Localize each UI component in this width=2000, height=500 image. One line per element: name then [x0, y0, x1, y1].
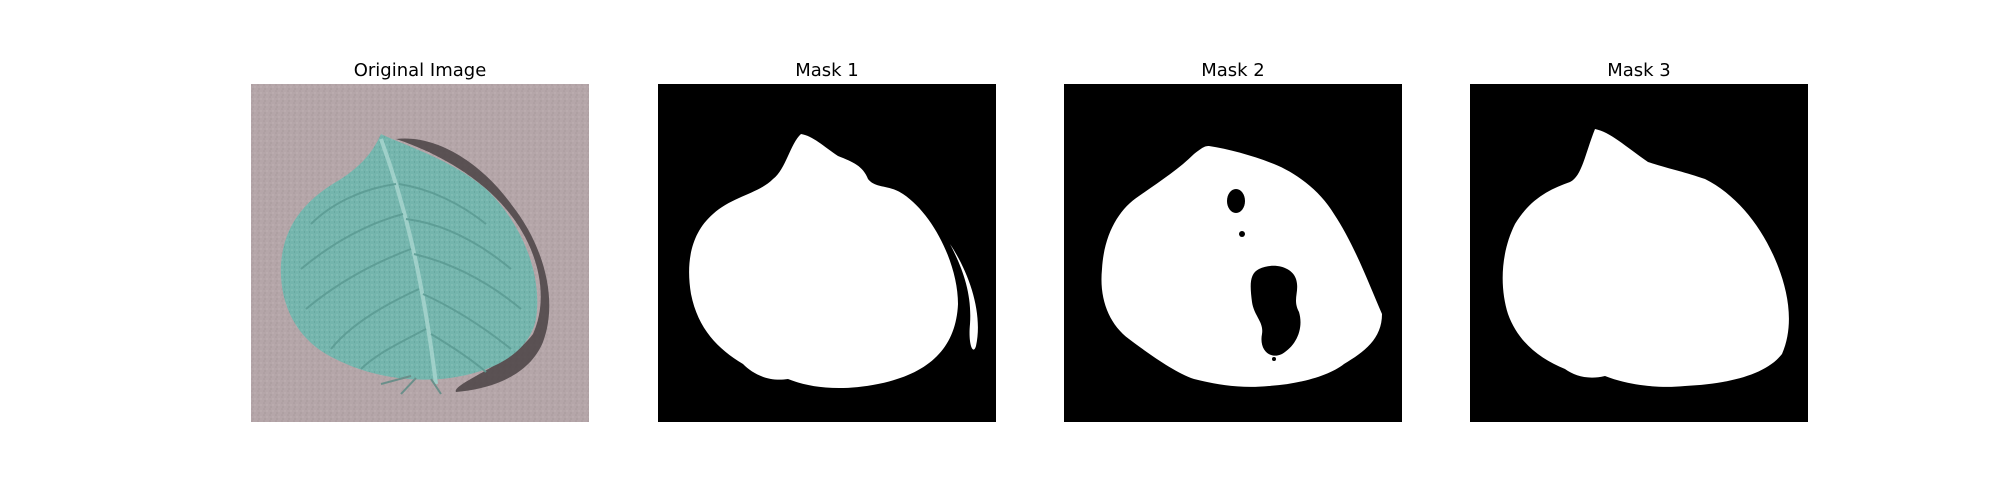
- mask-3-panel: Mask 3: [1470, 58, 1808, 422]
- mask-2-panel: Mask 2: [1064, 58, 1402, 422]
- original-image-panel: Original Image: [251, 58, 589, 422]
- mask-2-title: Mask 2: [1201, 60, 1265, 81]
- leaf-photo: [251, 84, 589, 422]
- mask-1-title: Mask 1: [795, 60, 859, 81]
- mask-2-image: [1064, 84, 1402, 422]
- mask-1-image: [658, 84, 996, 422]
- mask-3-title: Mask 3: [1607, 60, 1671, 81]
- original-image-title: Original Image: [353, 60, 487, 81]
- mask-3-image: [1470, 84, 1808, 422]
- mask-1-panel: Mask 1: [658, 58, 996, 422]
